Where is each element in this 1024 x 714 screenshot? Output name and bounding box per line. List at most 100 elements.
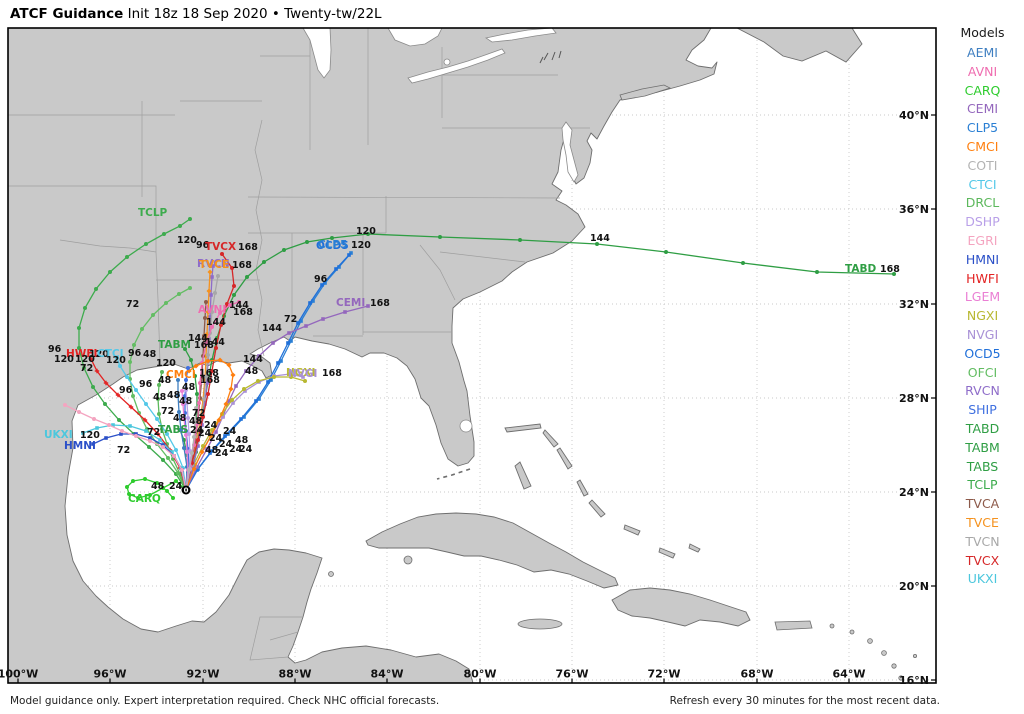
model-label-TVCX: TVCX (205, 241, 236, 253)
legend-items: AEMI AVNI CARQ CEMI CLP5 CMCI COTI CTCI DRCL DSHP… (941, 44, 1024, 589)
legend-item-AEMI: AEMI (967, 45, 998, 60)
track-marker (131, 479, 135, 483)
track-marker (193, 363, 199, 369)
track-marker (206, 288, 212, 294)
track-marker (188, 217, 192, 221)
track-marker (243, 389, 247, 393)
track-marker (77, 326, 81, 330)
track-marker (143, 477, 147, 481)
track-marker (95, 426, 99, 430)
track-marker (366, 232, 370, 236)
footer-disclaimer: Model guidance only. Expert interpretati… (10, 695, 440, 707)
land-long-island (619, 84, 672, 101)
track-marker (237, 300, 241, 304)
track-DRCL (156, 370, 188, 492)
track-marker (347, 253, 351, 257)
track-marker (157, 412, 161, 416)
land-hispaniola (611, 587, 751, 627)
track-line-CARQ (126, 478, 187, 499)
hour-label: 144 (205, 337, 225, 348)
track-marker (288, 372, 292, 376)
hour-label: 120 (106, 355, 126, 366)
track-marker (192, 435, 196, 439)
track-marker (334, 267, 338, 271)
model-label-CARQ: CARQ (128, 493, 161, 505)
model-label-TABS: TABS (158, 424, 188, 436)
track-marker (144, 402, 148, 406)
track-marker (226, 432, 230, 436)
hour-label: 144 (188, 333, 208, 344)
hour-label: 48 (167, 390, 181, 401)
track-marker (239, 417, 243, 421)
track-marker (120, 429, 124, 433)
track-line-AVNI (185, 301, 240, 491)
hour-label: 48 (205, 445, 219, 456)
hour-label: 24 (239, 444, 253, 455)
model-tracks: 0 (63, 217, 896, 500)
track-marker (223, 401, 229, 407)
track-marker (176, 378, 180, 382)
track-marker (103, 402, 107, 406)
hour-label: 96 (139, 379, 153, 390)
track-marker (287, 331, 291, 335)
hour-label: 48 (143, 349, 157, 360)
track-marker (227, 399, 231, 403)
track-marker (210, 275, 214, 279)
track-marker (206, 353, 210, 357)
legend-item-TVCE: TVCE (966, 514, 999, 530)
track-marker (289, 339, 293, 343)
track-marker (157, 383, 161, 387)
track-marker (245, 275, 249, 279)
hour-label: 72 (147, 427, 160, 438)
hour-label: 72 (284, 314, 297, 325)
track-marker (257, 354, 261, 358)
track-marker (226, 362, 232, 368)
track-marker (193, 374, 197, 378)
track-marker (204, 300, 208, 304)
track-marker (304, 324, 308, 328)
hour-label: 120 (89, 349, 109, 360)
model-label-HMNI: HMNI (64, 440, 96, 452)
legend-item-EGRI: EGRI (967, 232, 998, 248)
track-line-TVCX (185, 253, 235, 491)
legend-item-TABS: TABS (966, 458, 999, 474)
title-init: Init 18z 18 Sep 2020 • Twenty-tw/22L (123, 6, 382, 22)
track-marker (184, 388, 188, 392)
track-marker (205, 358, 211, 364)
track-marker (343, 310, 347, 314)
lake-huron (387, 28, 443, 47)
hour-label: 120 (75, 354, 95, 365)
hour-label: 48 (245, 366, 259, 377)
track-marker (94, 287, 98, 291)
lat-label: 28°N (899, 392, 929, 405)
legend-item-HWFI: HWFI (966, 270, 999, 286)
hour-label: 96 (314, 274, 328, 285)
track-marker (595, 242, 599, 246)
hour-label: 48 (179, 396, 193, 407)
model-label-CEMI: CEMI (336, 297, 365, 309)
track-marker (892, 272, 896, 276)
track-marker (94, 368, 100, 374)
model-label-NGXI: NGXI (286, 367, 315, 379)
track-marker (244, 369, 248, 373)
track-marker (195, 468, 199, 472)
hour-label: 48 (153, 392, 167, 403)
track-marker (195, 392, 199, 396)
track-marker (165, 432, 169, 436)
track-marker (63, 403, 67, 407)
track-marker (228, 386, 234, 392)
track-marker (216, 274, 220, 278)
track-marker (148, 436, 152, 440)
legend-item-TABD: TABD (965, 420, 1000, 436)
track-marker (213, 291, 217, 295)
hour-label: 96 (128, 348, 142, 359)
track-marker (188, 286, 192, 290)
track-marker (176, 393, 180, 397)
land-cuba (365, 512, 619, 589)
hour-label: 168 (370, 298, 390, 309)
legend-item-AVNI: AVNI (967, 63, 998, 79)
track-marker (296, 321, 300, 325)
track-marker (210, 325, 214, 329)
track-marker (200, 423, 204, 427)
track-marker (193, 420, 197, 424)
